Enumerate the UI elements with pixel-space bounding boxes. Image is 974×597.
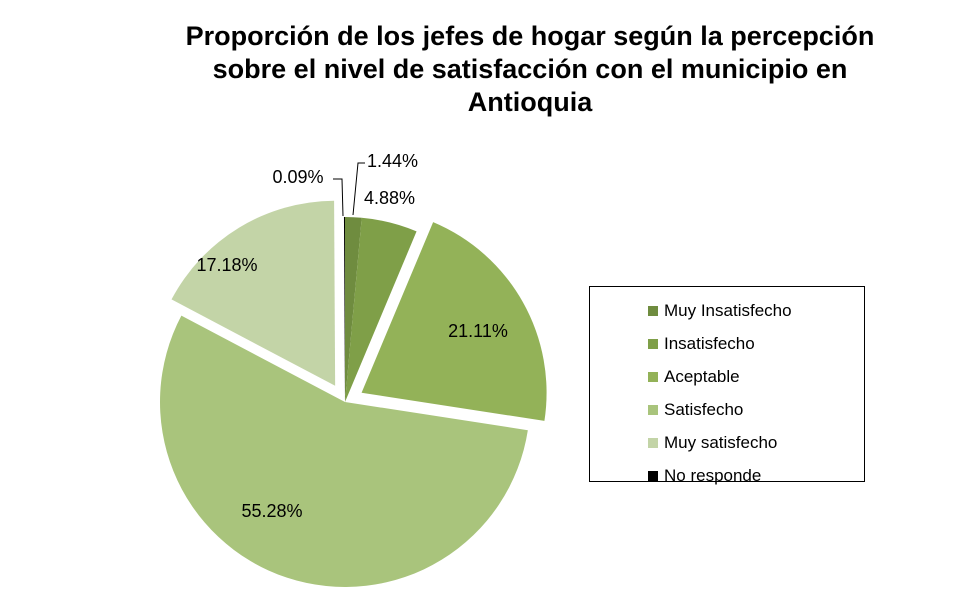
legend-item-no-responde: No responde <box>590 459 864 492</box>
legend-label: Muy Insatisfecho <box>664 300 792 320</box>
pie-slice-insatisfecho <box>345 217 417 402</box>
legend-swatch <box>648 305 658 316</box>
legend-swatch <box>648 371 658 382</box>
legend-label: Aceptable <box>664 366 740 386</box>
legend-item-insatisfecho: Insatisfecho <box>590 327 864 360</box>
legend-swatch <box>648 338 658 349</box>
legend-label: Insatisfecho <box>664 333 755 353</box>
legend-label: Satisfecho <box>664 399 744 419</box>
chart-title-line-1: Proporción de los jefes de hogar según l… <box>185 21 875 51</box>
data-label-muy-satisfecho: 17.18% <box>196 255 257 275</box>
pie-slice-satisfecho <box>160 315 528 588</box>
pie-slice-no-responde <box>343 217 345 402</box>
legend-swatch <box>648 404 658 415</box>
legend-swatch <box>648 470 658 481</box>
legend-item-muy-satisfecho: Muy satisfecho <box>590 426 864 459</box>
leader-line-muy-insatisfecho <box>352 162 365 216</box>
chart-title: Proporción de los jefes de hogar según l… <box>130 20 930 119</box>
pie-slices <box>160 200 547 588</box>
leader-line-no-responde <box>333 178 344 217</box>
data-label-muy-insatisfecho: 1.44% <box>367 151 418 171</box>
pie-slice-muy-satisfecho <box>171 200 336 386</box>
chart-title-line-2: sobre el nivel de satisfacción con el mu… <box>212 54 848 84</box>
pie-slice-aceptable <box>361 222 547 421</box>
data-labels: 1.44% 4.88% 21.11% 55.28% 17.18% 0.09% <box>196 151 507 521</box>
data-label-aceptable: 21.11% <box>448 321 508 341</box>
legend-label: Muy satisfecho <box>664 432 778 452</box>
legend-item-aceptable: Aceptable <box>590 360 864 393</box>
leader-lines <box>333 162 365 217</box>
legend-item-muy-insatisfecho: Muy Insatisfecho <box>590 294 864 327</box>
chart-title-line-3: Antioquia <box>467 87 593 117</box>
chart-legend: Muy Insatisfecho Insatisfecho Aceptable Sat… <box>589 286 865 485</box>
data-label-insatisfecho: 4.88% <box>364 188 415 208</box>
data-label-no-responde: 0.09% <box>272 167 323 187</box>
legend-label: No responde <box>664 465 762 485</box>
data-label-satisfecho: 55.28% <box>241 501 302 521</box>
legend-item-satisfecho: Satisfecho <box>590 393 864 426</box>
pie-slice-muy-insatisfecho <box>345 217 362 402</box>
legend-swatch <box>648 437 658 448</box>
